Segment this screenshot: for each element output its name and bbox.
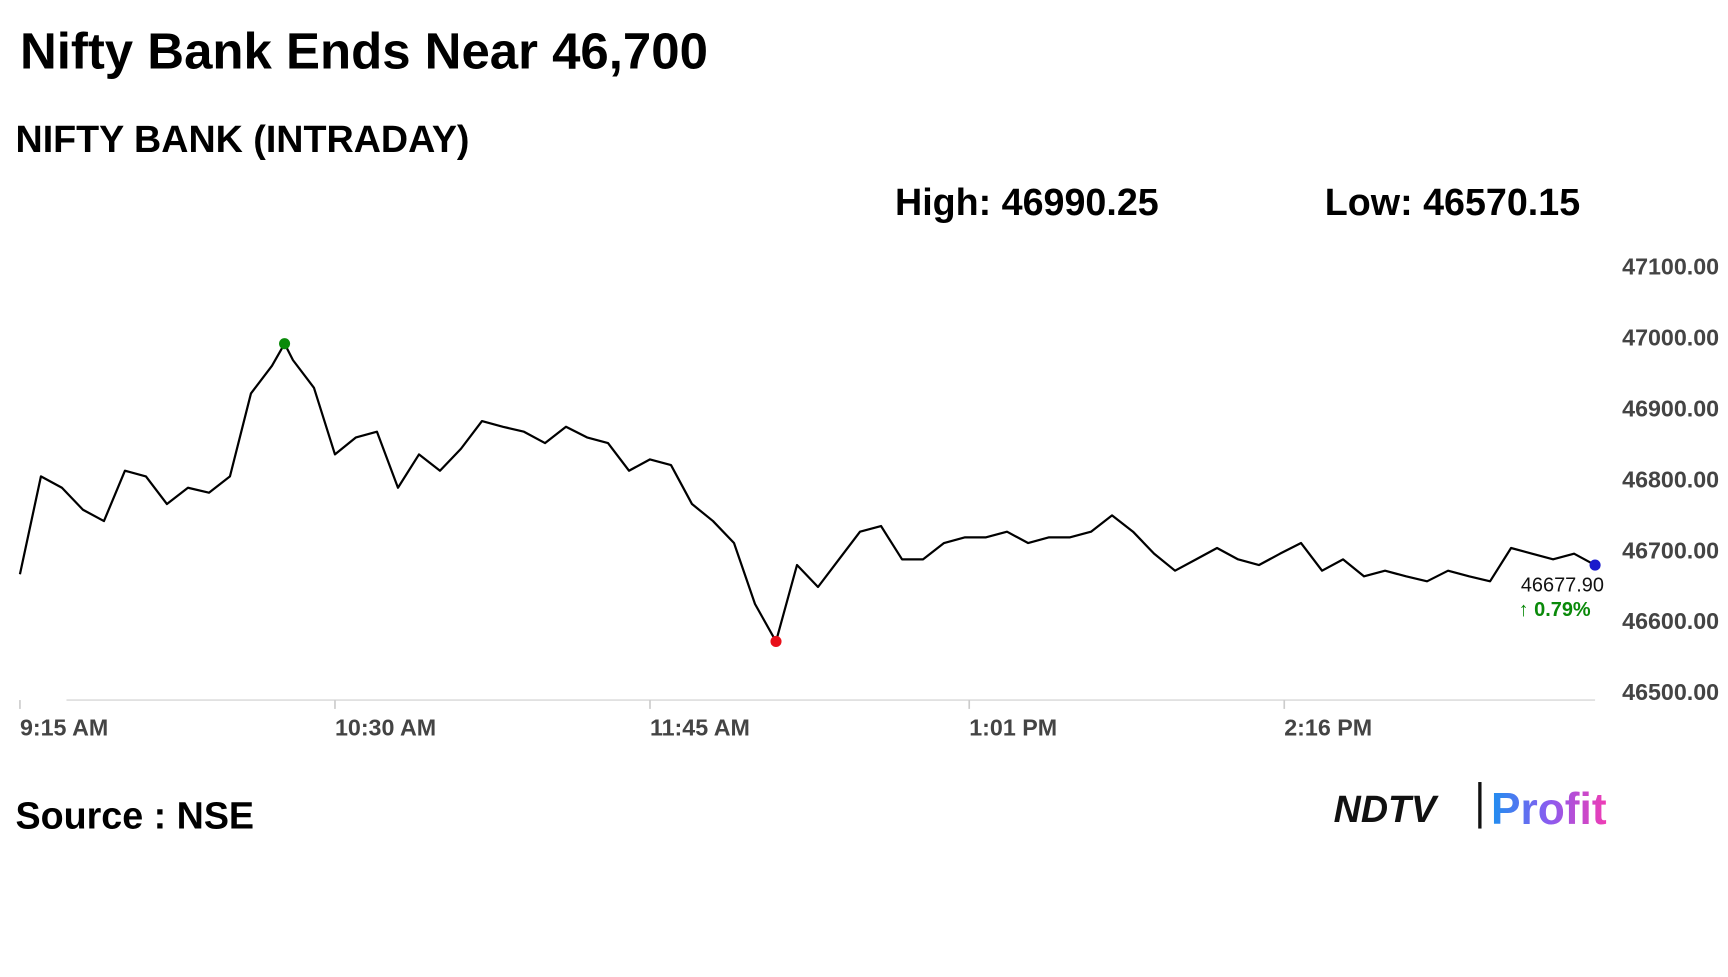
- x-tick-label: 9:15 AM: [20, 715, 108, 741]
- y-tick-label: 47100.00: [1622, 254, 1719, 280]
- logo-brand: NDTV: [1334, 788, 1439, 830]
- logo-product: Profit: [1491, 785, 1607, 834]
- y-tick-label: 46500.00: [1622, 679, 1719, 705]
- y-tick-label: 46600.00: [1622, 608, 1719, 634]
- x-tick-label: 1:01 PM: [969, 715, 1057, 741]
- y-tick-label: 47000.00: [1622, 325, 1719, 351]
- high-label: High: 46990.25: [895, 181, 1159, 223]
- x-tick-label: 2:16 PM: [1284, 715, 1372, 741]
- price-line: [18, 342, 1596, 643]
- subtitle: NIFTY BANK (INTRADAY): [16, 118, 470, 160]
- y-tick-label: 46800.00: [1622, 466, 1719, 492]
- source: Source : NSE: [16, 795, 255, 837]
- x-tick-label: 11:45 AM: [650, 715, 750, 741]
- y-tick-label: 46900.00: [1622, 395, 1719, 421]
- change-label: ↑ 0.79%: [1519, 599, 1591, 621]
- low-label: Low: 46570.15: [1325, 181, 1580, 223]
- point-marker: [770, 635, 782, 648]
- x-tick-label: 10:30 AM: [335, 715, 436, 741]
- y-tick-label: 46700.00: [1622, 537, 1719, 563]
- point-marker: [279, 338, 291, 350]
- chart-title: Nifty Bank Ends Near 46,700: [20, 23, 708, 80]
- value-label: 46677.90: [1521, 575, 1604, 597]
- point-marker: [1589, 559, 1601, 571]
